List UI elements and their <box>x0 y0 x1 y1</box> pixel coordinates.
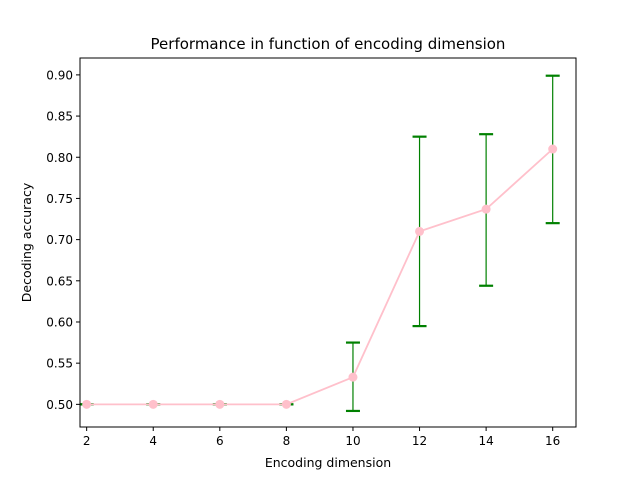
y-tick-label: 0.70 <box>46 233 73 247</box>
data-point <box>82 399 92 409</box>
x-tick-label: 12 <box>412 434 427 448</box>
y-axis-label: Decoding accuracy <box>19 182 34 302</box>
y-tick-label: 0.85 <box>46 110 73 124</box>
y-tick-label: 0.65 <box>46 274 73 288</box>
x-tick-label: 14 <box>478 434 493 448</box>
data-point <box>548 144 558 154</box>
y-tick-label: 0.50 <box>46 398 73 412</box>
data-point <box>215 399 225 409</box>
data-point <box>415 226 425 236</box>
axes-frame <box>79 57 577 428</box>
y-tick-label: 0.90 <box>46 68 73 82</box>
x-tick-label: 16 <box>545 434 560 448</box>
axis-ticks: 2 4 6 8 10 12 14 16 0.50 0.55 0.60 0.65 0.70 0.75 0.80… <box>46 68 560 448</box>
data-point <box>281 399 291 409</box>
y-tick-label: 0.55 <box>46 357 73 371</box>
x-tick-label: 8 <box>283 434 291 448</box>
data-point <box>481 204 491 214</box>
x-tick-label: 10 <box>345 434 360 448</box>
x-tick-label: 4 <box>149 434 157 448</box>
plot-area <box>79 74 560 413</box>
y-tick-label: 0.75 <box>46 192 73 206</box>
series-line <box>86 148 554 406</box>
x-tick-label: 6 <box>216 434 224 448</box>
x-tick-label: 2 <box>83 434 91 448</box>
y-tick-label: 0.80 <box>46 151 73 165</box>
y-tick-label: 0.60 <box>46 315 73 329</box>
data-point <box>348 372 358 382</box>
data-point <box>148 399 158 409</box>
x-axis-label: Encoding dimension <box>265 455 391 470</box>
chart-title: Performance in function of encoding dime… <box>151 35 506 53</box>
